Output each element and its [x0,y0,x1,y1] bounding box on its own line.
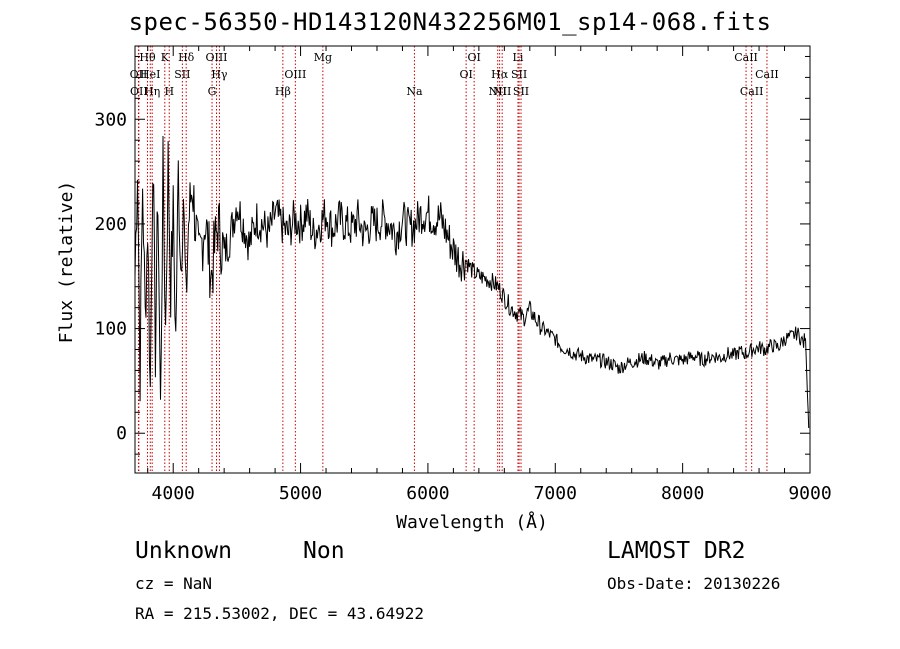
spectral-line-label-4: Hη [144,85,160,98]
y-tick-label-3: 300 [94,109,127,130]
y-axis-label: Flux (relative) [56,181,77,344]
spectral-line-label-9: G [208,85,217,98]
x-tick-label-4: 8000 [661,483,704,504]
x-tick-label-2: 6000 [406,483,449,504]
spectral-line-label-12: Hβ [275,85,291,98]
spectral-line-label-2: Hθ [139,51,156,64]
chart-title: spec-56350-HD143120N432256M01_sp14-068.f… [128,8,772,36]
spectral-line-label-25: CaII [740,85,764,98]
spectral-line-markers [137,46,768,473]
x-tick-label-0: 4000 [152,483,195,504]
spectral-line-label-14: Mg [314,51,332,64]
spectral-line-label-24: CaII [734,51,758,64]
spectral-line-label-26: CaII [755,68,779,81]
spectral-line-label-23: SII [513,85,529,98]
spectral-line-label-16: OI [459,68,472,81]
x-tick-label-3: 7000 [534,483,577,504]
spectral-line-label-7: SII [174,68,190,81]
spectral-line-label-17: OI [467,51,480,64]
ra-dec-coordinates: RA = 215.53002, DEC = 43.64922 [135,604,424,623]
spectral-line-label-20: NII [493,85,511,98]
spectral-line-label-3: HeI [140,68,160,81]
spectral-line-label-10: OIII [205,51,227,64]
spectral-line-label-18: NII [489,85,507,98]
spectral-line-label-15: Na [406,85,423,98]
spectral-line-label-19: Hα [491,68,509,81]
spectral-line-label-0: OII [130,68,148,81]
spectral-line-label-8: Hδ [178,51,195,64]
spectral-line-label-6: H [164,85,174,98]
y-tick-label-0: 0 [116,423,127,444]
plot-frame [134,45,811,474]
object-subclass: Non [303,538,345,564]
spectral-line-label-11: Hγ [211,68,228,81]
spectral-line-label-13: OIII [284,68,306,81]
spectral-line-label-1: OII [130,85,148,98]
object-class: Unknown [135,538,232,564]
spectral-line-label-21: Li [513,51,524,64]
y-tick-label-1: 100 [94,319,127,340]
spectral-line-labels: OIIOIIHθHeIHηKHSIIHδGOIIIHγHβOIIIMgNaOIO… [130,51,779,98]
spectral-line-label-22: SII [511,68,527,81]
x-tick-label-5: 9000 [788,483,831,504]
x-tick-label-1: 5000 [279,483,322,504]
x-axis-label: Wavelength (Å) [396,511,548,533]
redshift-cz: cz = NaN [135,574,213,593]
x-axis: 4000 5000 6000 7000 8000 9000 [147,46,832,504]
y-axis: 0 100 200 300 [94,55,810,455]
spectral-line-label-5: K [161,51,170,64]
survey-name: LAMOST DR2 [607,538,746,564]
spectrum-series-line [134,135,810,429]
y-tick-label-2: 200 [94,214,127,235]
observation-date: Obs-Date: 20130226 [607,574,781,593]
